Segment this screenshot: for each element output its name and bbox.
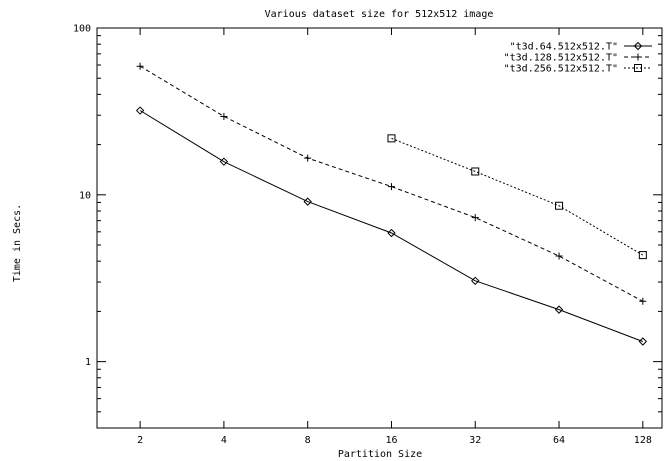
legend-label: "t3d.64.512x512.T" xyxy=(510,42,618,53)
y-axis-label: Time in Secs. xyxy=(12,204,23,282)
x-tick-label: 8 xyxy=(305,435,311,446)
y-ticks: 1 10 100 xyxy=(73,24,662,429)
legend: "t3d.64.512x512.T""t3d.128.512x512.T""t3… xyxy=(504,42,652,75)
square-marker xyxy=(471,167,480,176)
diamond-marker xyxy=(633,41,643,51)
diamond-marker xyxy=(387,228,396,238)
legend-label: "t3d.128.512x512.T" xyxy=(504,53,618,64)
diamond-marker xyxy=(471,276,480,286)
series xyxy=(387,134,647,260)
x-tick-label: 4 xyxy=(221,435,227,446)
chart-title: Various dataset size for 512x512 image xyxy=(265,9,494,20)
plus-marker xyxy=(304,154,312,162)
square-marker xyxy=(555,201,564,210)
x-tick-label: 16 xyxy=(385,435,397,446)
plus-marker xyxy=(387,183,395,191)
plus-marker xyxy=(639,297,647,305)
series xyxy=(135,106,648,346)
diamond-marker xyxy=(554,305,564,314)
square-marker xyxy=(634,64,642,72)
diamond-marker xyxy=(219,157,229,166)
y-tick-label: 1 xyxy=(85,357,91,368)
x-tick-label: 32 xyxy=(469,435,481,446)
y-tick-label: 100 xyxy=(73,24,91,35)
diamond-marker xyxy=(638,337,648,346)
x-axis-label: Partition Size xyxy=(338,449,422,460)
series-line xyxy=(391,137,644,256)
plus-marker xyxy=(634,53,642,61)
series-layer xyxy=(135,62,648,346)
plus-marker xyxy=(555,252,563,260)
y-tick-label: 10 xyxy=(79,190,91,201)
square-marker xyxy=(638,251,647,260)
plus-marker xyxy=(220,112,228,120)
x-tick-label: 128 xyxy=(634,435,652,446)
x-tick-label: 64 xyxy=(553,435,565,446)
series-line xyxy=(139,110,643,342)
x-tick-label: 2 xyxy=(137,435,143,446)
x-ticks: 2 4 8 16 32 64 128 xyxy=(137,28,652,446)
diamond-marker xyxy=(303,197,312,206)
square-marker xyxy=(387,134,396,143)
series xyxy=(136,62,647,305)
plot-frame xyxy=(96,27,663,429)
plus-marker xyxy=(136,62,144,70)
plus-marker xyxy=(471,214,479,222)
diamond-marker xyxy=(135,106,145,115)
legend-label: "t3d.256.512x512.T" xyxy=(504,64,618,75)
